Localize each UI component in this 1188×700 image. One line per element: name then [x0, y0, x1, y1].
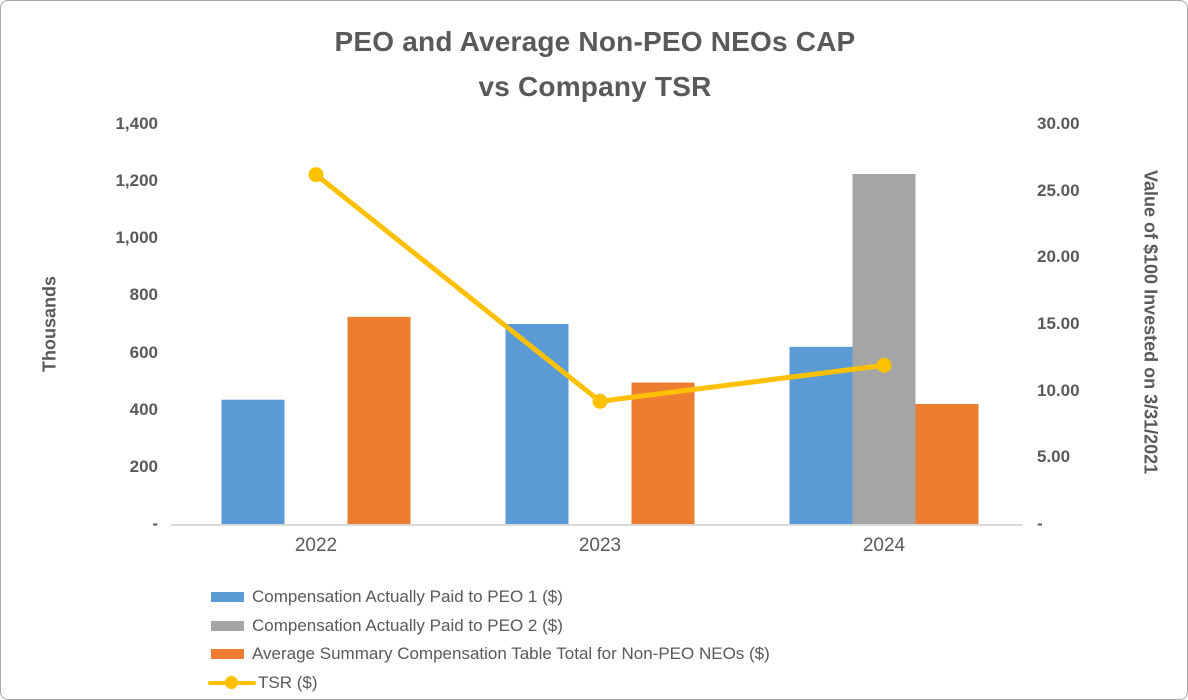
legend-item: Compensation Actually Paid to PEO 2 ($): [211, 612, 770, 641]
bar-series3-2023: [631, 382, 695, 524]
legend-bar-swatch: [211, 649, 244, 660]
left-axis-tick-label: 1,200: [115, 171, 158, 191]
left-axis-tick-label: 800: [129, 285, 158, 305]
legend-item: Compensation Actually Paid to PEO 1 ($): [211, 583, 770, 612]
bar-series1-2023: [505, 324, 569, 524]
bar-series3-2022: [347, 316, 411, 524]
bar-series1-2022: [221, 399, 285, 524]
tsr-point-2023: [592, 393, 608, 409]
chart-title-line2: vs Company TSR: [478, 71, 712, 102]
tsr-line: [313, 172, 887, 404]
left-axis-tick-label: 400: [129, 399, 158, 419]
left-axis-tick-label: 1,400: [115, 114, 158, 133]
tsr-point-2024: [876, 357, 892, 373]
legend-label: Compensation Actually Paid to PEO 2 ($): [252, 615, 563, 635]
right-axis-tick-label: 20.00: [1037, 247, 1080, 267]
chart-title-line1: PEO and Average Non-PEO NEOs CAP: [334, 26, 856, 57]
right-axis-tick-label: 30.00: [1037, 114, 1080, 133]
legend-label: Compensation Actually Paid to PEO 1 ($): [252, 587, 563, 607]
legend-bar-swatch: [211, 592, 244, 603]
right-axis-tick-label: -: [1037, 514, 1043, 533]
legend-item: TSR ($): [208, 669, 770, 698]
right-axis-tick-label: 15.00: [1037, 314, 1080, 333]
chart-title: PEO and Average Non-PEO NEOs CAP vs Comp…: [1, 19, 1187, 109]
legend-line-swatch: [208, 676, 256, 690]
x-axis-label-2022: 2022: [294, 535, 338, 556]
right-axis-title: Value of $100 Invested on 3/31/2021: [1140, 169, 1161, 475]
bar-series2-2024: [852, 174, 916, 524]
legend-bar-swatch: [211, 620, 244, 631]
bar-series3-2024: [915, 404, 979, 524]
legend-line-marker: [225, 676, 238, 690]
legend: Compensation Actually Paid to PEO 1 ($) C…: [208, 583, 770, 698]
left-axis-tick-label: 1,000: [115, 228, 158, 248]
left-axis-tick-label: 200: [129, 456, 158, 476]
tsr-point-2022: [308, 167, 324, 183]
right-axis-tick-label: 5.00: [1037, 447, 1071, 467]
left-axis-tick-label: 600: [129, 342, 158, 362]
legend-label: TSR ($): [258, 672, 318, 692]
left-axis-tick-label: -: [152, 514, 158, 533]
bar-series1-2024: [789, 346, 853, 524]
legend-label: Average Summary Compensation Table Total…: [252, 644, 770, 664]
right-axis-tick-label: 25.00: [1037, 180, 1080, 200]
right-axis-tick-label: 10.00: [1037, 380, 1080, 400]
x-axis-label-2024: 2024: [862, 535, 906, 556]
x-axis-label-2023: 2023: [578, 535, 622, 556]
legend-item: Average Summary Compensation Table Total…: [211, 640, 770, 669]
